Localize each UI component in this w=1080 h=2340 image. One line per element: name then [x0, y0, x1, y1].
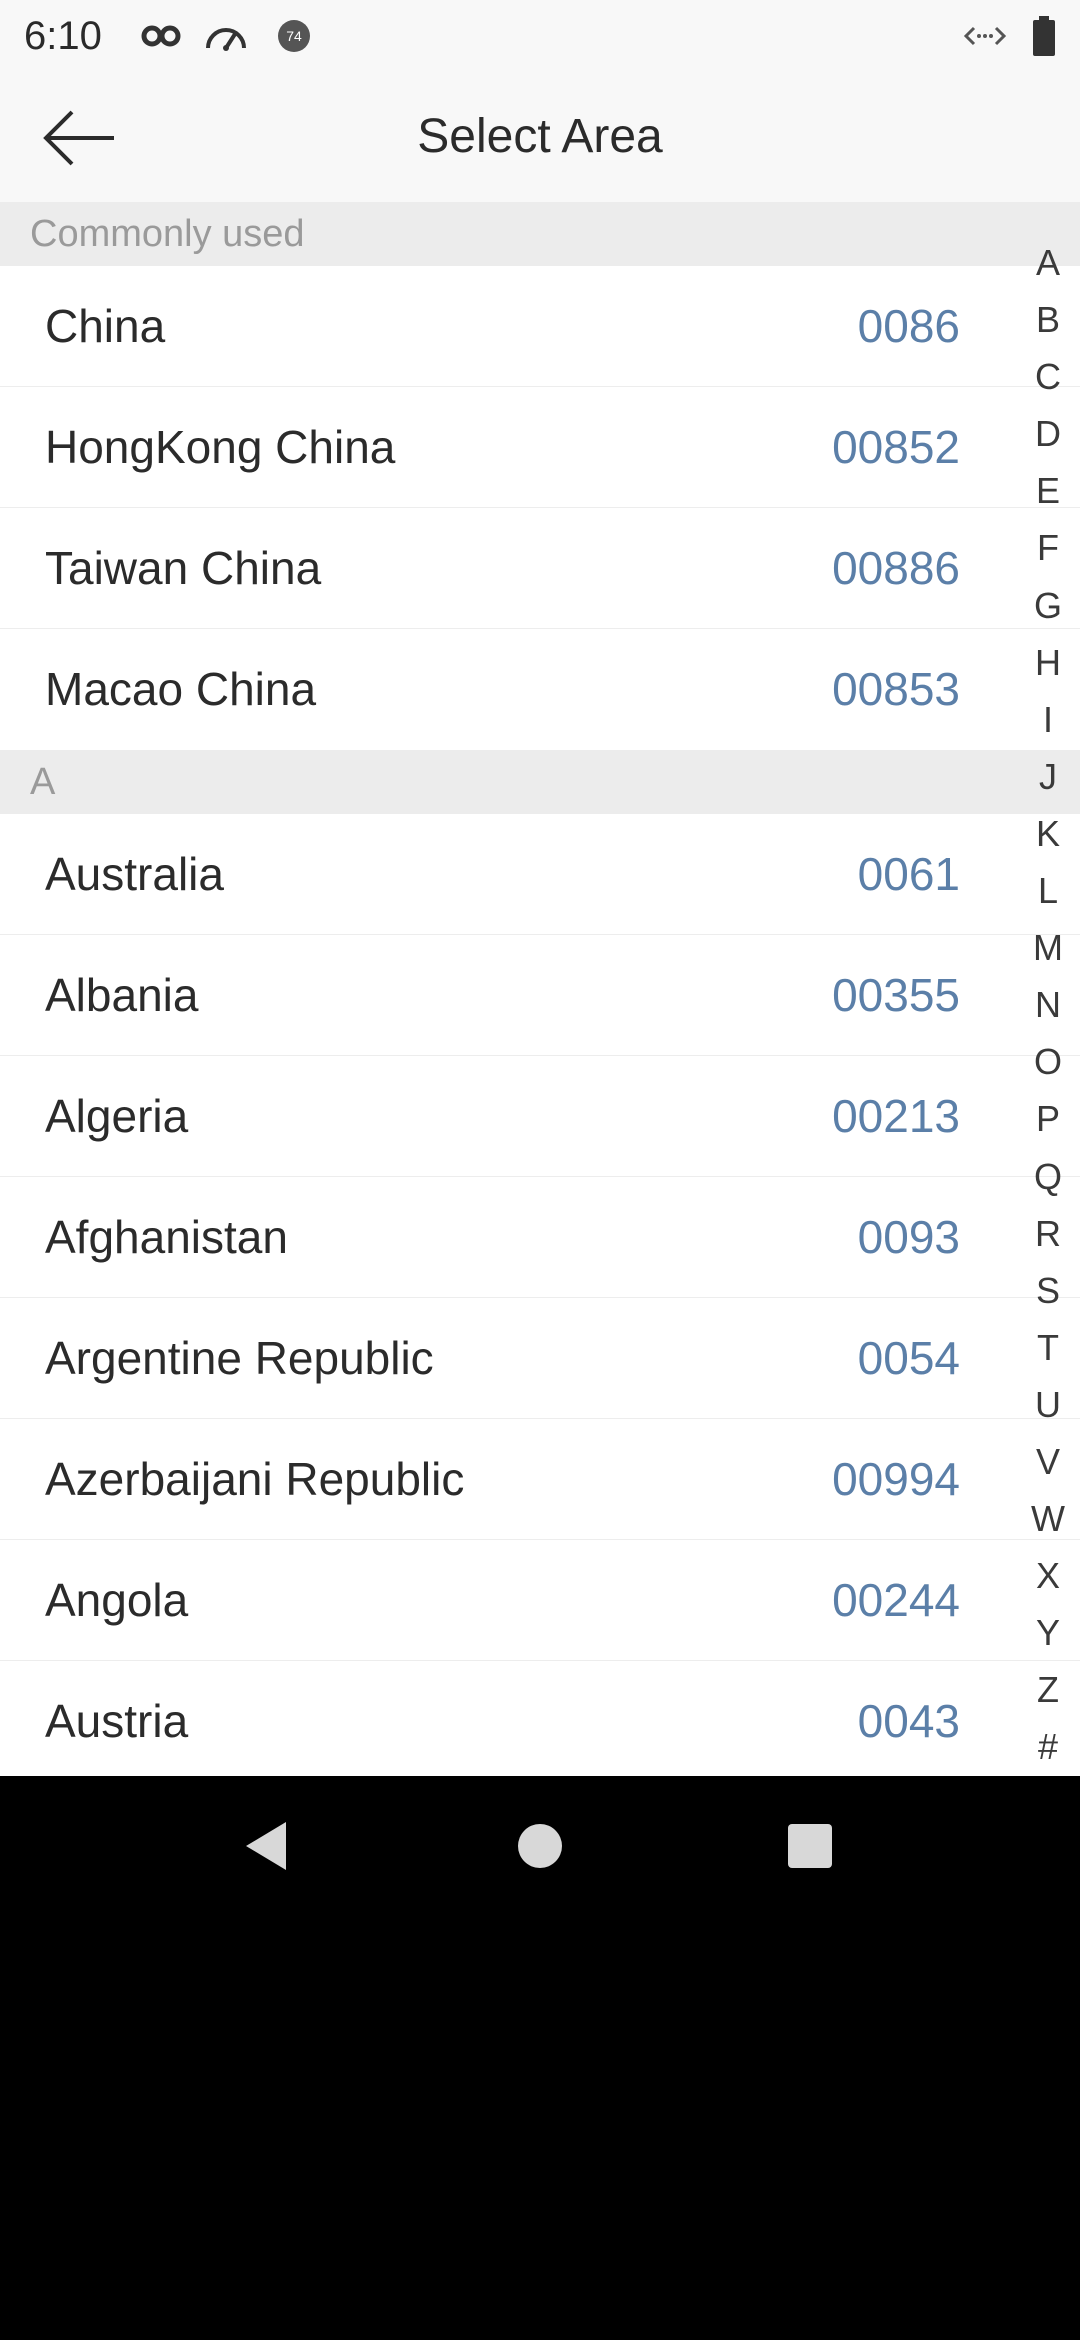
back-button[interactable] — [30, 90, 130, 186]
area-code: 0086 — [857, 300, 960, 352]
alphabet-index-letter[interactable]: C — [1035, 356, 1061, 398]
title-bar: Select Area — [0, 72, 1080, 202]
area-code: 0061 — [857, 848, 960, 900]
area-name: Argentine Republic — [45, 1332, 434, 1384]
nav-home-button[interactable] — [500, 1806, 580, 1886]
alphabet-index-letter[interactable]: W — [1031, 1498, 1065, 1540]
alphabet-index-letter[interactable]: P — [1035, 1098, 1060, 1140]
alphabet-index-letter[interactable]: D — [1035, 413, 1061, 455]
alphabet-index-letter[interactable]: O — [1033, 1041, 1062, 1083]
back-triangle-icon — [246, 1822, 286, 1870]
area-code: 00244 — [832, 1574, 960, 1626]
recents-square-icon — [788, 1824, 832, 1868]
area-name: HongKong China — [45, 421, 396, 473]
data-transfer-icon — [962, 14, 1008, 63]
badge-74-icon: 74 — [276, 14, 312, 63]
area-row-argentine-republic[interactable]: Argentine Republic 0054 — [0, 1298, 1080, 1419]
area-name: Afghanistan — [45, 1211, 288, 1263]
infinity-icon — [140, 14, 182, 63]
navigation-bar — [0, 1776, 1080, 1916]
alphabet-index-letter[interactable]: B — [1035, 299, 1060, 341]
area-row-taiwan-china[interactable]: Taiwan China 00886 — [0, 508, 1080, 629]
alphabet-index-letter[interactable]: T — [1037, 1326, 1059, 1368]
area-name: Algeria — [45, 1090, 189, 1142]
area-code: 0043 — [857, 1695, 960, 1747]
alphabet-index-letter[interactable]: R — [1035, 1212, 1061, 1254]
area-name: Macao China — [45, 663, 317, 715]
area-name: China — [45, 300, 166, 352]
alphabet-index-letter[interactable]: G — [1033, 584, 1062, 626]
battery-icon — [1030, 14, 1058, 63]
arrow-left-icon — [43, 110, 114, 166]
home-circle-icon — [518, 1824, 562, 1868]
alphabet-index-letter[interactable]: F — [1037, 527, 1059, 569]
area-name: Austria — [45, 1695, 189, 1747]
svg-text:74: 74 — [286, 28, 302, 44]
area-name: Azerbaijani Republic — [45, 1453, 465, 1505]
alphabet-index[interactable]: A B C D E F G H I J K L M N O P Q R S T U V W X Y Z # — [1022, 234, 1074, 1776]
alphabet-index-letter[interactable]: U — [1035, 1383, 1061, 1425]
section-header-a: A — [0, 750, 1080, 814]
area-code: 00213 — [832, 1090, 960, 1142]
area-name: Australia — [45, 848, 224, 900]
area-code: 0093 — [857, 1211, 960, 1263]
alphabet-index-letter[interactable]: J — [1039, 755, 1057, 797]
select-area-screen: 6:10 74 — [0, 0, 1080, 1776]
area-code: 0054 — [857, 1332, 960, 1384]
area-code: 00853 — [832, 663, 960, 715]
status-time: 6:10 — [24, 14, 102, 58]
area-row-australia[interactable]: Australia 0061 — [0, 814, 1080, 935]
alphabet-index-letter[interactable]: V — [1035, 1440, 1060, 1482]
area-code: 00886 — [832, 542, 960, 594]
area-row-austria[interactable]: Austria 0043 — [0, 1661, 1080, 1776]
area-row-afghanistan[interactable]: Afghanistan 0093 — [0, 1177, 1080, 1298]
area-row-china[interactable]: China 0086 — [0, 266, 1080, 387]
alphabet-index-letter[interactable]: Q — [1033, 1155, 1062, 1197]
alphabet-index-letter[interactable]: N — [1035, 984, 1061, 1026]
alphabet-index-letter[interactable]: X — [1035, 1555, 1060, 1597]
alphabet-index-letter[interactable]: S — [1035, 1269, 1060, 1311]
area-name: Taiwan China — [45, 542, 322, 594]
area-name: Angola — [45, 1574, 189, 1626]
status-bar: 6:10 74 — [0, 0, 1080, 72]
area-row-algeria[interactable]: Algeria 00213 — [0, 1056, 1080, 1177]
alphabet-index-letter[interactable]: E — [1035, 470, 1060, 512]
alphabet-index-letter[interactable]: # — [1037, 1726, 1059, 1768]
alphabet-index-letter[interactable]: Y — [1035, 1612, 1060, 1654]
alphabet-index-letter[interactable]: A — [1035, 242, 1060, 283]
area-name: Albania — [45, 969, 199, 1021]
alphabet-index-letter[interactable]: I — [1042, 698, 1053, 740]
alphabet-index-letter[interactable]: L — [1037, 870, 1059, 912]
area-code: 00355 — [832, 969, 960, 1021]
section-header-commonly-used: Commonly used — [0, 202, 1080, 266]
alphabet-index-letter[interactable]: H — [1035, 641, 1061, 683]
alphabet-index-letter[interactable]: K — [1035, 812, 1060, 854]
alphabet-index-letter[interactable]: M — [1033, 927, 1063, 969]
page-title: Select Area — [417, 110, 663, 163]
area-row-macao-china[interactable]: Macao China 00853 — [0, 629, 1080, 750]
area-row-hongkong-china[interactable]: HongKong China 00852 — [0, 387, 1080, 508]
alphabet-index-letter[interactable]: Z — [1037, 1669, 1059, 1711]
area-row-albania[interactable]: Albania 00355 — [0, 935, 1080, 1056]
speedometer-icon — [202, 14, 250, 63]
nav-recents-button[interactable] — [770, 1806, 850, 1886]
area-code: 00994 — [832, 1453, 960, 1505]
area-code: 00852 — [832, 421, 960, 473]
area-list: Commonly used China 0086 HongKong China … — [0, 202, 1080, 1776]
area-row-azerbaijani-republic[interactable]: Azerbaijani Republic 00994 — [0, 1419, 1080, 1540]
area-row-angola[interactable]: Angola 00244 — [0, 1540, 1080, 1661]
nav-back-button[interactable] — [228, 1806, 308, 1886]
